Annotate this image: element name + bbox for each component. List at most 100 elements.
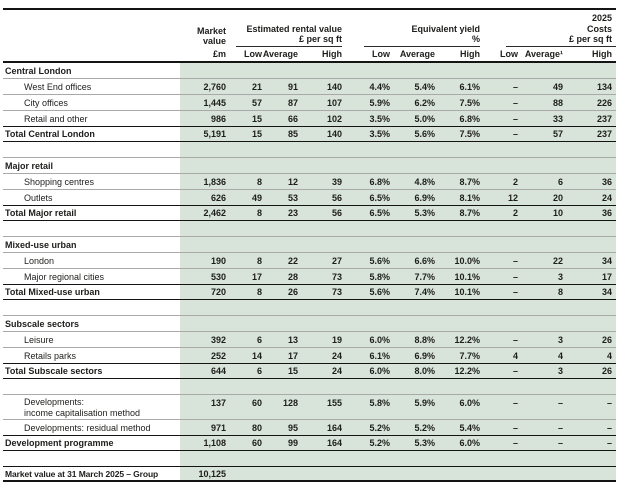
- total-row: Total Central London 5,191 15 85 140 3.5% 5.6%…: [3, 126, 616, 142]
- cell-costs-average: 20: [518, 190, 563, 205]
- cell-costs-low: –: [480, 253, 518, 268]
- cell-costs-average: [518, 142, 563, 157]
- cell-costs-average: 88: [518, 95, 563, 110]
- cell-market-value: 626: [180, 190, 226, 205]
- cell-costs-low: –: [480, 420, 518, 435]
- cell-market-value: [180, 221, 226, 236]
- cell-yield-average: 5.6%: [390, 127, 435, 141]
- cell-erv-average: [262, 63, 298, 78]
- cell-market-value: 530: [180, 269, 226, 284]
- data-row: Major regional cities 530 17 28 73 5.8% 7.7% 10…: [3, 269, 616, 285]
- cell-erv-low: 60: [226, 395, 262, 419]
- cell-yield-average: 6.9%: [390, 190, 435, 205]
- cell-yield-average: [390, 379, 435, 394]
- cell-yield-high: [435, 237, 480, 252]
- cell-market-value: [180, 63, 226, 78]
- row-label: Total Mixed-use urban: [3, 285, 180, 299]
- cell-erv-high: [298, 63, 342, 78]
- column-header-row: £m Low Average High Low Average High Low…: [3, 47, 616, 61]
- cell-costs-low: –: [480, 332, 518, 347]
- cell-erv-average: [262, 221, 298, 236]
- cell-market-value: 1,108: [180, 436, 226, 450]
- row-label: Central London: [3, 63, 180, 78]
- cell-erv-average: [262, 451, 298, 466]
- cell-erv-high: [298, 316, 342, 331]
- cell-costs-high: 26: [563, 332, 616, 347]
- yield-group-header: Equivalent yield %: [364, 24, 480, 47]
- cell-yield-average: 6.9%: [390, 348, 435, 363]
- cell-market-value: 986: [180, 111, 226, 126]
- data-row: Outlets 626 49 53 56 6.5% 6.9% 8.1% 12 20 24: [3, 190, 616, 206]
- cell-erv-low: 8: [226, 285, 262, 299]
- cell-erv-average: [262, 142, 298, 157]
- total-row: Development programme 1,108 60 99 164 5.2% 5.3…: [3, 435, 616, 451]
- cell-market-value: 137: [180, 395, 226, 419]
- cell-erv-average: 23: [262, 206, 298, 220]
- cell-erv-average: 17: [262, 348, 298, 363]
- cell-yield-average: 4.8%: [390, 174, 435, 189]
- cell-erv-high: 140: [298, 127, 342, 141]
- cell-erv-average: 28: [262, 269, 298, 284]
- cell-costs-low: [480, 63, 518, 78]
- cell-costs-high: 34: [563, 253, 616, 268]
- cell-erv-high: 39: [298, 174, 342, 189]
- cell-costs-low: [480, 300, 518, 315]
- spacer-row: [3, 142, 616, 158]
- section-header-row: Major retail: [3, 158, 616, 174]
- cell-yield-high: 8.1%: [435, 190, 480, 205]
- cell-erv-low: 21: [226, 79, 262, 94]
- cell-erv-average: [262, 300, 298, 315]
- cell-market-value: [180, 316, 226, 331]
- cell-erv-average: [262, 379, 298, 394]
- cell-costs-average: 57: [518, 127, 563, 141]
- cell-erv-high: [298, 221, 342, 236]
- row-label: [3, 379, 180, 394]
- cell-erv-low: 8: [226, 206, 262, 220]
- cell-yield-high: 6.0%: [435, 395, 480, 419]
- cell-market-value: 644: [180, 364, 226, 378]
- cell-costs-low: –: [480, 364, 518, 378]
- cell-yield-average: 8.0%: [390, 364, 435, 378]
- cell-costs-high: [563, 237, 616, 252]
- cell-erv-high: 107: [298, 95, 342, 110]
- cell-erv-high: 73: [298, 269, 342, 284]
- cell-costs-average: 10: [518, 206, 563, 220]
- cell-costs-average: 22: [518, 253, 563, 268]
- cell-erv-low: [226, 237, 262, 252]
- cell-yield-average: [390, 237, 435, 252]
- cell-costs-low: 12: [480, 190, 518, 205]
- cell-yield-low: 5.6%: [342, 253, 390, 268]
- cell-yield-low: [342, 379, 390, 394]
- cell-costs-high: 237: [563, 111, 616, 126]
- cell-erv-high: 102: [298, 111, 342, 126]
- cell-erv-low: [226, 158, 262, 173]
- data-row: Developments: income capitalisation metho…: [3, 395, 616, 420]
- cell-costs-low: 4: [480, 348, 518, 363]
- data-row: Retail and other 986 15 66 102 3.5% 5.0% 6.8% –3…: [3, 111, 616, 127]
- cell-costs-low: –: [480, 111, 518, 126]
- cell-costs-high: [563, 316, 616, 331]
- cell-market-value: [180, 142, 226, 157]
- cell-costs-low: [480, 316, 518, 331]
- data-row: Retails parks 252 14 17 24 6.1% 6.9% 7.7% 4 4 4: [3, 348, 616, 364]
- costs-group-header: Costs £ per sq ft: [506, 24, 616, 47]
- cell-yield-low: [342, 158, 390, 173]
- cell-yield-high: 8.7%: [435, 174, 480, 189]
- cell-yield-average: [390, 158, 435, 173]
- cell-erv-high: 19: [298, 332, 342, 347]
- cell-yield-low: 6.0%: [342, 332, 390, 347]
- row-label: Total Central London: [3, 127, 180, 141]
- cell-market-value: 1,836: [180, 174, 226, 189]
- col-header-costs-high: High: [592, 49, 612, 59]
- erv-group-unit: £ per sq ft: [298, 34, 342, 44]
- col-header-market-value-unit: £m: [212, 49, 226, 59]
- cell-costs-low: [480, 237, 518, 252]
- cell-costs-high: 17: [563, 269, 616, 284]
- table-header: 2025 Market value Estimated rental value…: [3, 8, 616, 63]
- cell-costs-average: –: [518, 420, 563, 435]
- data-row: West End offices 2,760 21 91 140 4.4% 5.4% 6.1%…: [3, 79, 616, 95]
- cell-costs-low: –: [480, 127, 518, 141]
- row-label: Major retail: [3, 158, 180, 173]
- cell-market-value: 5,191: [180, 127, 226, 141]
- cell-yield-average: [390, 316, 435, 331]
